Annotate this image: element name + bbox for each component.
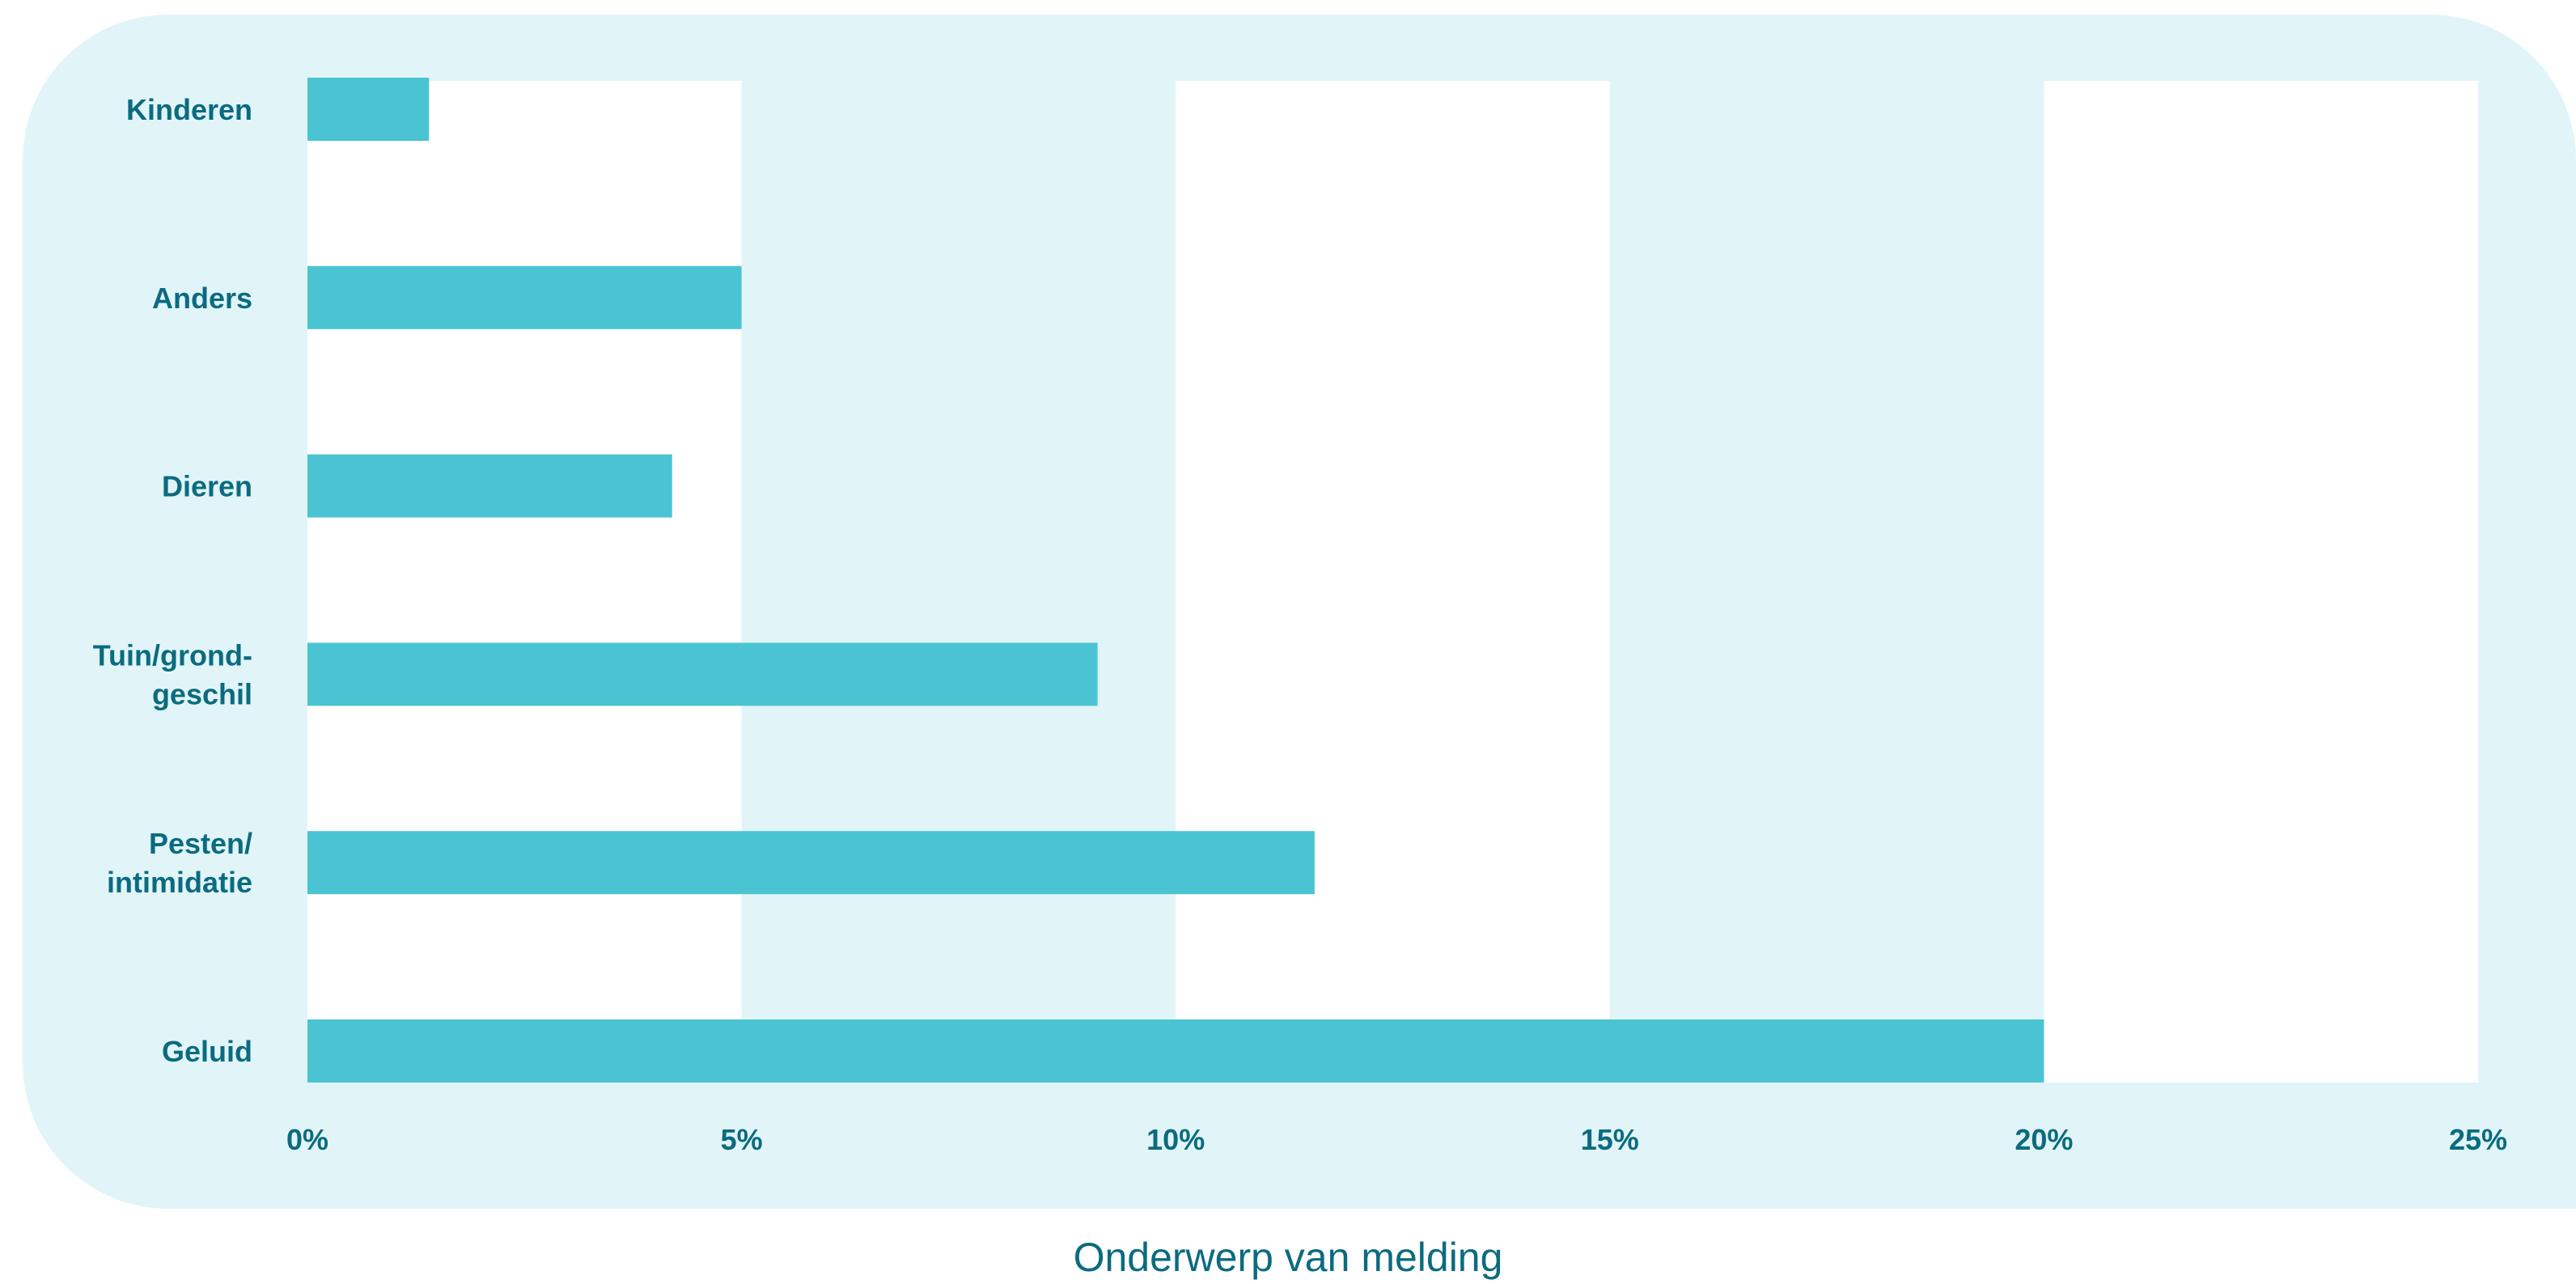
x-axis-title: Onderwerp van melding bbox=[1073, 1235, 1503, 1280]
category-label: Anders bbox=[152, 282, 252, 315]
grid-band bbox=[307, 81, 742, 1083]
x-tick-labels: 0% 5% 10% 15% 20% 25% bbox=[286, 1123, 2507, 1156]
bars bbox=[307, 78, 2044, 1083]
bar bbox=[307, 265, 742, 329]
grid-band bbox=[741, 81, 1176, 1083]
bar bbox=[307, 831, 1315, 895]
bar bbox=[307, 1019, 2044, 1083]
x-tick-label: 0% bbox=[286, 1123, 328, 1156]
category-label: Dieren bbox=[162, 470, 252, 503]
grid-band bbox=[1609, 81, 2044, 1083]
x-tick-label: 10% bbox=[1146, 1123, 1205, 1156]
grid-band bbox=[1176, 81, 1610, 1083]
grid-band bbox=[2044, 81, 2478, 1083]
grid-bands bbox=[307, 81, 2478, 1083]
category-labels: Kinderen Anders Dieren Tuin/grond-geschil Pe… bbox=[93, 93, 252, 1068]
x-tick-label: 5% bbox=[721, 1123, 763, 1156]
category-label: Kinderen bbox=[126, 93, 252, 126]
category-label: Pesten/intimidatie bbox=[107, 827, 252, 899]
category-label: Tuin/grond-geschil bbox=[93, 638, 252, 710]
x-tick-label: 20% bbox=[2015, 1123, 2073, 1156]
bar bbox=[307, 78, 430, 141]
bar bbox=[307, 642, 1098, 706]
x-tick-label: 15% bbox=[1581, 1123, 1639, 1156]
bar bbox=[307, 454, 672, 518]
x-tick-label: 25% bbox=[2449, 1123, 2507, 1156]
category-label: Geluid bbox=[162, 1035, 252, 1068]
